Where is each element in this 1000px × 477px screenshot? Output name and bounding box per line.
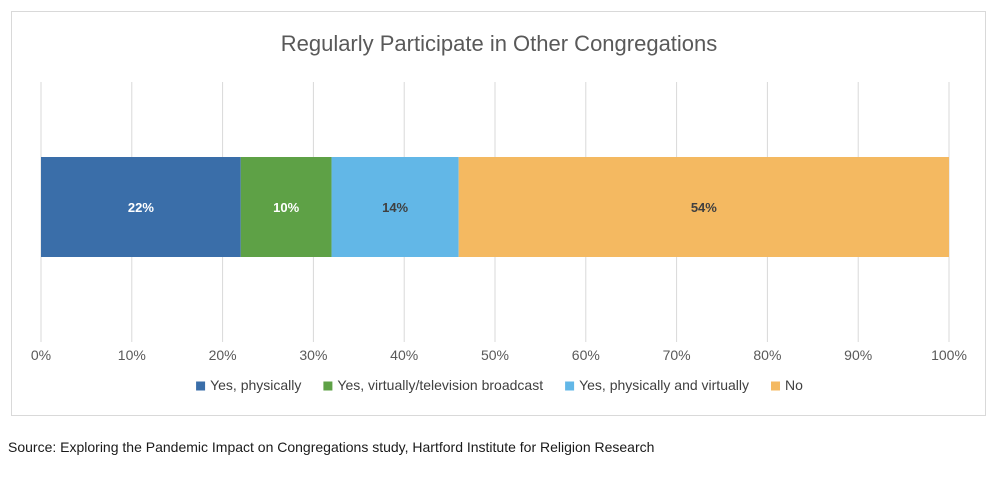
bar-segment (458, 157, 949, 257)
x-tick-label: 90% (844, 347, 872, 363)
stacked-bar-chart: Regularly Participate in Other Congregat… (31, 31, 967, 393)
source-note: Source: Exploring the Pandemic Impact on… (8, 439, 655, 455)
legend-label: Yes, virtually/television broadcast (337, 377, 543, 393)
bar-data-label: 10% (273, 200, 299, 215)
legend-label: No (785, 377, 803, 393)
bar-segment (240, 157, 332, 257)
legend-item: Yes, physically and virtually (565, 377, 749, 393)
chart-title: Regularly Participate in Other Congregat… (281, 31, 718, 56)
chart-frame: Regularly Participate in Other Congregat… (11, 11, 986, 416)
legend-swatch (771, 381, 781, 391)
legend-swatch (196, 381, 206, 391)
x-tick-label: 100% (931, 347, 967, 363)
bar-segment (41, 157, 241, 257)
legend-item: No (771, 377, 803, 393)
x-tick-label: 60% (572, 347, 600, 363)
legend-swatch (565, 381, 575, 391)
x-tick-label: 20% (209, 347, 237, 363)
x-tick-label: 80% (753, 347, 781, 363)
legend-swatch (323, 381, 333, 391)
legend-label: Yes, physically and virtually (579, 377, 749, 393)
legend-item: Yes, virtually/television broadcast (323, 377, 543, 393)
bar-segment (331, 157, 459, 257)
x-tick-label: 70% (663, 347, 691, 363)
x-tick-label: 30% (299, 347, 327, 363)
x-axis-ticks: 0% 10% 20% 30% 40% 50% 60% 70% 80% 90% 100% (31, 347, 967, 363)
x-tick-label: 10% (118, 347, 146, 363)
bar-data-label: 22% (128, 200, 154, 215)
legend: Yes, physically Yes, virtually/television… (196, 377, 803, 393)
x-tick-label: 0% (31, 347, 51, 363)
bar-data-label: 14% (382, 200, 408, 215)
bar-segments: 22% 10% 14% 54% (41, 157, 949, 257)
legend-label: Yes, physically (210, 377, 301, 393)
legend-item: Yes, physically (196, 377, 301, 393)
x-tick-label: 40% (390, 347, 418, 363)
x-tick-label: 50% (481, 347, 509, 363)
bar-data-label: 54% (691, 200, 717, 215)
